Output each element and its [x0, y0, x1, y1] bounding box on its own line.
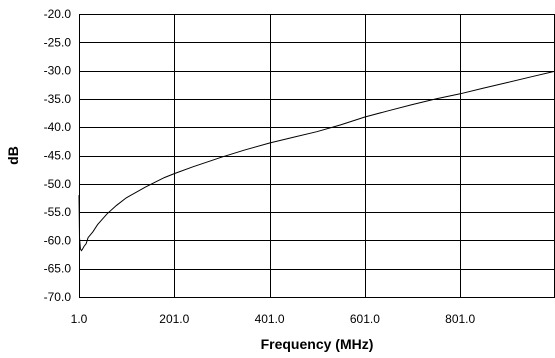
- series-line: [78, 70, 555, 252]
- y-tick-label: -20.0: [44, 7, 72, 21]
- x-tick-label: 1.0: [71, 312, 88, 326]
- x-tick-label: 801.0: [445, 312, 475, 326]
- x-axis-tick-labels: 1.0 201.0 401.0 601.0 801.0: [71, 312, 476, 326]
- y-tick-label: -50.0: [44, 177, 72, 191]
- y-tick-label: -60.0: [44, 233, 72, 247]
- y-axis-title: dB: [5, 146, 21, 165]
- x-tick-label: 601.0: [350, 312, 380, 326]
- y-tick-label: -40.0: [44, 120, 72, 134]
- y-tick-label: -35.0: [44, 92, 72, 106]
- y-tick-label: -45.0: [44, 149, 72, 163]
- y-tick-label: -70.0: [44, 290, 72, 304]
- y-tick-label: -55.0: [44, 205, 72, 219]
- x-axis-title: Frequency (MHz): [261, 336, 374, 352]
- y-axis-tick-labels: -20.0 -25.0 -30.0 -35.0 -40.0 -45.0 -50.0 -55.0…: [44, 7, 72, 304]
- grid-lines: [79, 14, 555, 298]
- x-tick-label: 201.0: [159, 312, 189, 326]
- y-tick-label: -25.0: [44, 35, 72, 49]
- y-tick-label: -30.0: [44, 64, 72, 78]
- y-tick-label: -65.0: [44, 262, 72, 276]
- x-tick-label: 401.0: [255, 312, 285, 326]
